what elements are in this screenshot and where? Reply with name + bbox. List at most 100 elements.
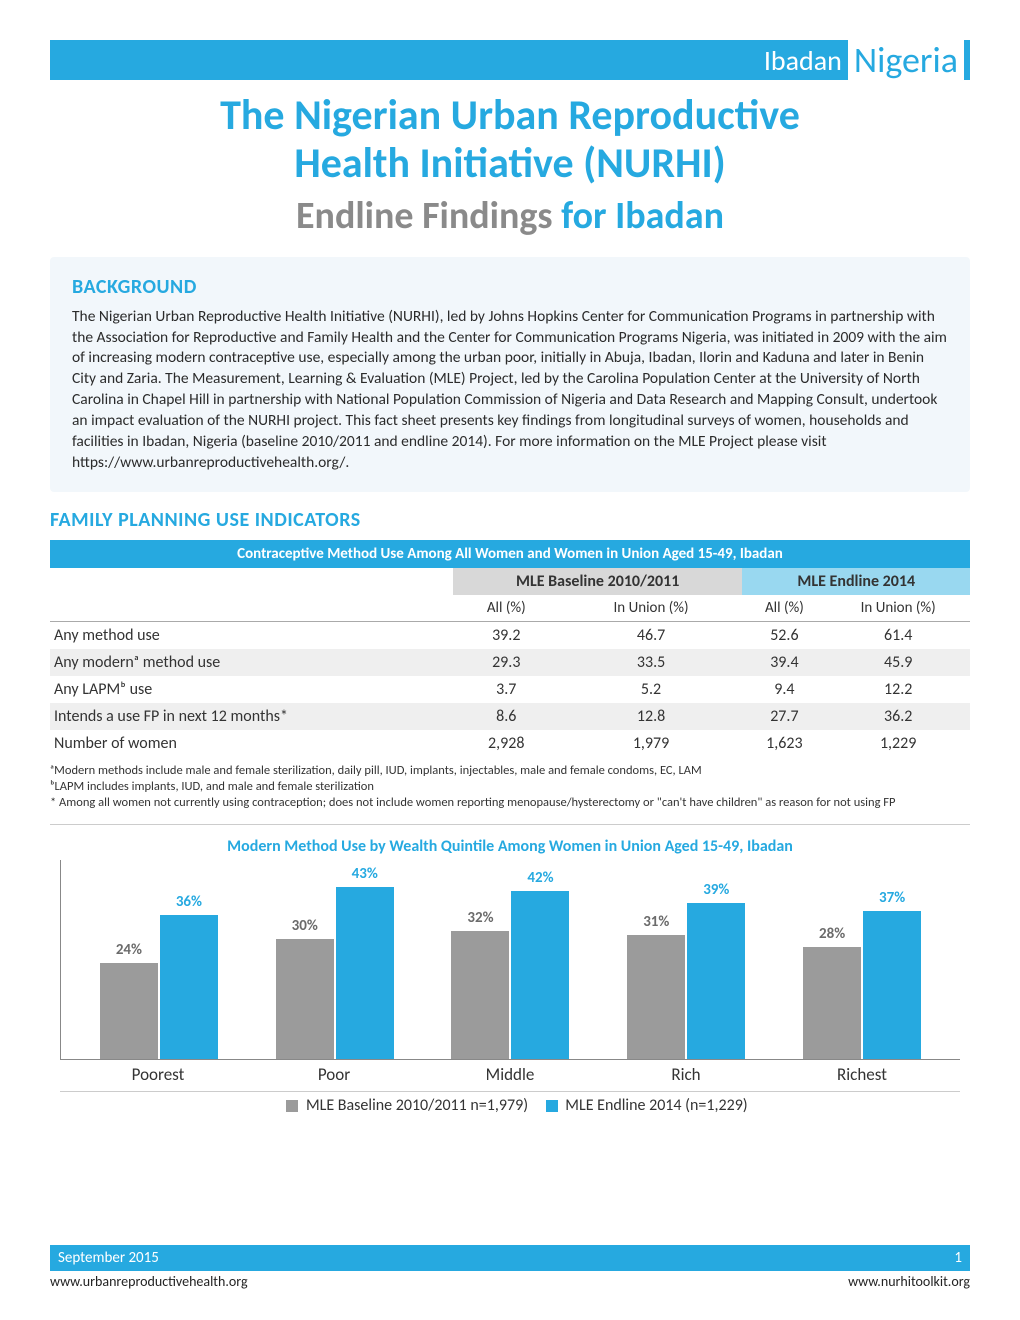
bar-endline: 39% — [687, 903, 745, 1059]
title-line-1: The Nigerian Urban Reproductive — [220, 90, 800, 141]
bar-group: 24%36% — [80, 915, 238, 1059]
table-row: Any LAPMᵇ use3.75.29.412.2 — [50, 676, 970, 703]
table-cell: 39.2 — [453, 621, 560, 649]
location-city: Ibadan — [764, 43, 842, 78]
bar-baseline: 28% — [803, 947, 861, 1059]
row-label: Any method use — [50, 621, 453, 649]
table-cell: 1,623 — [742, 730, 826, 757]
table-cell: 29.3 — [453, 649, 560, 676]
footnote-star: * Among all women not currently using co… — [50, 795, 970, 811]
title-line-2: Health Initiative (NURHI) — [294, 138, 726, 189]
footer-date: September 2015 — [58, 1249, 159, 1267]
table-cell: 12.2 — [826, 676, 970, 703]
page-footer: September 2015 1 www.urbanreproductivehe… — [50, 1245, 970, 1290]
bar-label: 31% — [627, 913, 685, 931]
table-cell: 9.4 — [742, 676, 826, 703]
legend-swatch-baseline — [286, 1100, 298, 1112]
table-cell: 52.6 — [742, 621, 826, 649]
table-cell: 5.2 — [560, 676, 743, 703]
header-band: Ibadan Nigeria — [50, 40, 970, 80]
bar-baseline: 32% — [451, 931, 509, 1059]
table-row: Any modernᵃ method use29.333.539.445.9 — [50, 649, 970, 676]
background-heading: BACKGROUND — [72, 275, 948, 299]
table-cell: 8.6 — [453, 703, 560, 730]
footnotes: ᵃModern methods include male and female … — [50, 763, 970, 812]
table-period-row: MLE Baseline 2010/2011 MLE Endline 2014 — [50, 568, 970, 595]
legend-swatch-endline — [546, 1100, 558, 1112]
bar-label: 43% — [336, 865, 394, 883]
table-row: Number of women2,9281,9791,6231,229 — [50, 730, 970, 757]
chart-title: Modern Method Use by Wealth Quintile Amo… — [50, 837, 970, 856]
bar-label: 30% — [276, 917, 334, 935]
bar-endline: 37% — [863, 911, 921, 1059]
table-cell: 3.7 — [453, 676, 560, 703]
legend-label-baseline: MLE Baseline 2010/2011 n=1,979) — [306, 1096, 528, 1115]
table-cell: 33.5 — [560, 649, 743, 676]
bar-baseline: 31% — [627, 935, 685, 1059]
table-cell: 12.8 — [560, 703, 743, 730]
footnote-a: ᵃModern methods include male and female … — [50, 763, 970, 779]
bar-label: 32% — [451, 909, 509, 927]
row-label: Number of women — [50, 730, 453, 757]
row-label: Intends a use FP in next 12 months* — [50, 703, 453, 730]
table-subhead-row: All (%) In Union (%) All (%) In Union (%… — [50, 595, 970, 622]
background-text: The Nigerian Urban Reproductive Health I… — [72, 307, 948, 474]
location-country-box: Nigeria — [848, 38, 964, 82]
bar-group: 28%37% — [783, 911, 941, 1059]
table-cell: 46.7 — [560, 621, 743, 649]
subtitle-grey: Endline Findings — [296, 193, 553, 239]
table-cell: 1,229 — [826, 730, 970, 757]
wealth-quintile-chart: 24%36%30%43%32%42%31%39%28%37% PoorestPo… — [50, 860, 970, 1115]
page-subtitle: Endline Findings for Ibadan — [50, 193, 970, 239]
table-cell: 27.7 — [742, 703, 826, 730]
footnote-b: ᵇLAPM includes implants, IUD, and male a… — [50, 779, 970, 795]
subtitle-blue: for Ibadan — [561, 193, 724, 239]
subhead-cell: In Union (%) — [560, 595, 743, 622]
table-cell: 61.4 — [826, 621, 970, 649]
period-baseline: MLE Baseline 2010/2011 — [453, 568, 743, 595]
subhead-cell: All (%) — [742, 595, 826, 622]
indicators-heading: FAMILY PLANNING USE INDICATORS — [50, 508, 970, 532]
period-endline: MLE Endline 2014 — [742, 568, 970, 595]
chart-category-label: Poor — [255, 1064, 413, 1085]
footer-url-right: www.nurhitoolkit.org — [848, 1273, 970, 1290]
location-band: Ibadan Nigeria — [50, 40, 970, 80]
bar-label: 28% — [803, 925, 861, 943]
table-cell: 45.9 — [826, 649, 970, 676]
row-label: Any LAPMᵇ use — [50, 676, 453, 703]
bar-label: 36% — [160, 893, 218, 911]
footer-urls: www.urbanreproductivehealth.org www.nurh… — [50, 1273, 970, 1290]
bar-endline: 42% — [511, 891, 569, 1059]
table-cell: 1,979 — [560, 730, 743, 757]
table-row: Intends a use FP in next 12 months*8.612… — [50, 703, 970, 730]
table-cell: 39.4 — [742, 649, 826, 676]
date-bar: September 2015 1 — [50, 1245, 970, 1271]
bar-label: 24% — [100, 941, 158, 959]
legend-label-endline: MLE Endline 2014 (n=1,229) — [565, 1096, 747, 1115]
bar-endline: 43% — [336, 887, 394, 1059]
row-label: Any modernᵃ method use — [50, 649, 453, 676]
table-cell: 36.2 — [826, 703, 970, 730]
bar-group: 30%43% — [256, 887, 414, 1059]
subhead-cell: In Union (%) — [826, 595, 970, 622]
bar-endline: 36% — [160, 915, 218, 1059]
table-cell: 2,928 — [453, 730, 560, 757]
footer-url-left: www.urbanreproductivehealth.org — [50, 1273, 248, 1290]
table-row: Any method use39.246.752.661.4 — [50, 621, 970, 649]
bar-group: 31%39% — [607, 903, 765, 1059]
bar-label: 37% — [863, 889, 921, 907]
bar-baseline: 30% — [276, 939, 334, 1059]
background-panel: BACKGROUND The Nigerian Urban Reproducti… — [50, 257, 970, 492]
bar-label: 42% — [511, 869, 569, 887]
chart-category-label: Richest — [783, 1064, 941, 1085]
chart-legend: MLE Baseline 2010/2011 n=1,979) MLE Endl… — [60, 1096, 960, 1115]
page-title: The Nigerian Urban Reproductive Health I… — [50, 92, 970, 189]
bar-baseline: 24% — [100, 963, 158, 1059]
bar-group: 32%42% — [431, 891, 589, 1059]
chart-category-label: Poorest — [79, 1064, 237, 1085]
indicators-table: MLE Baseline 2010/2011 MLE Endline 2014 … — [50, 568, 970, 757]
chart-category-label: Middle — [431, 1064, 589, 1085]
chart-category-label: Rich — [607, 1064, 765, 1085]
location-country: Nigeria — [854, 38, 958, 82]
table-title: Contraceptive Method Use Among All Women… — [50, 540, 970, 568]
